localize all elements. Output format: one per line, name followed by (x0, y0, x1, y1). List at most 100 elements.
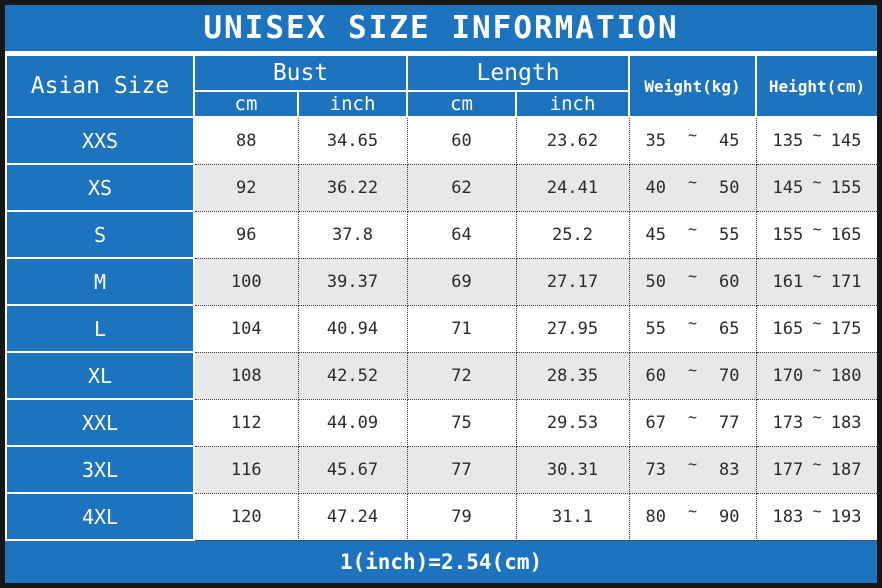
tilde-separator: ~ (812, 407, 822, 426)
table-row: S 96 37.8 64 25.2 45 ~ 55 155 ~ 165 (5, 210, 877, 259)
table-row: XS 92 36.22 62 24.41 40 ~ 50 145 ~ 155 (5, 163, 877, 212)
range-max: 193 (830, 506, 862, 527)
header-length-inch: inch (515, 90, 631, 118)
range-min: 170 (772, 365, 804, 386)
range-max: 83 (719, 459, 740, 480)
table-row: L 104 40.94 71 27.95 55 ~ 65 165 ~ 175 (5, 304, 877, 353)
table-row: 3XL 116 45.67 77 30.31 73 ~ 83 177 ~ 187 (5, 445, 877, 494)
range-max: 77 (719, 412, 740, 433)
length-cm-cell: 64 (406, 210, 517, 259)
size-label-cell: XXS (5, 116, 195, 165)
length-inch-cell: 25.2 (515, 210, 630, 259)
size-label-cell: XS (5, 163, 195, 212)
header-height: Height(cm) (755, 54, 877, 118)
weight-range: 67 ~ 77 (630, 408, 756, 433)
weight-range: 40 ~ 50 (630, 173, 756, 198)
chart-title: UNISEX SIZE INFORMATION (5, 5, 877, 54)
header-bust-cm: cm (193, 90, 299, 118)
tilde-separator: ~ (688, 501, 698, 520)
height-range: 135 ~ 145 (757, 126, 877, 151)
weight-range-cell: 35 ~ 45 (628, 116, 757, 165)
tilde-separator: ~ (688, 125, 698, 144)
header-bust-inch: inch (296, 90, 409, 118)
weight-range: 80 ~ 90 (630, 502, 756, 527)
range-min: 67 (645, 412, 666, 433)
range-min: 155 (772, 224, 804, 245)
range-max: 65 (719, 318, 740, 339)
range-max: 175 (830, 318, 862, 339)
size-label-cell: XXL (5, 398, 195, 447)
weight-range: 55 ~ 65 (630, 314, 756, 339)
height-range-cell: 161 ~ 171 (755, 257, 877, 306)
length-inch-cell: 30.31 (515, 445, 630, 494)
length-inch-cell: 27.17 (515, 257, 630, 306)
height-range: 155 ~ 165 (757, 220, 877, 245)
header-length: Length (406, 54, 631, 92)
tilde-separator: ~ (688, 219, 698, 238)
weight-range: 73 ~ 83 (630, 455, 756, 480)
length-inch-cell: 23.62 (515, 116, 630, 165)
bust-inch-cell: 45.67 (297, 445, 408, 494)
tilde-separator: ~ (688, 360, 698, 379)
range-max: 187 (830, 459, 862, 480)
tilde-separator: ~ (688, 313, 698, 332)
tilde-separator: ~ (812, 219, 822, 238)
bust-cm-cell: 88 (193, 116, 299, 165)
weight-range-cell: 73 ~ 83 (628, 445, 757, 494)
height-range-cell: 177 ~ 187 (755, 445, 877, 494)
bust-cm-cell: 100 (193, 257, 299, 306)
tilde-separator: ~ (812, 454, 822, 473)
length-inch-cell: 29.53 (515, 398, 630, 447)
range-min: 135 (772, 130, 804, 151)
weight-range-cell: 55 ~ 65 (628, 304, 757, 353)
table-row: M 100 39.37 69 27.17 50 ~ 60 161 ~ 171 (5, 257, 877, 306)
tilde-separator: ~ (812, 266, 822, 285)
header-row-units: cm inch cm inch (6, 90, 877, 118)
table-row: XXS 88 34.65 60 23.62 35 ~ 45 135 ~ 145 (5, 116, 877, 165)
height-range: 145 ~ 155 (757, 173, 877, 198)
range-min: 80 (645, 506, 666, 527)
tilde-separator: ~ (812, 313, 822, 332)
weight-range-cell: 40 ~ 50 (628, 163, 757, 212)
range-max: 70 (719, 365, 740, 386)
weight-range-cell: 45 ~ 55 (628, 210, 757, 259)
height-range: 177 ~ 187 (757, 455, 877, 480)
header-length-cm: cm (406, 90, 518, 118)
bust-inch-cell: 44.09 (297, 398, 408, 447)
table-row: XXL 112 44.09 75 29.53 67 ~ 77 173 ~ 183 (5, 398, 877, 447)
bust-inch-cell: 36.22 (297, 163, 408, 212)
size-label-cell: XL (5, 351, 195, 400)
bust-inch-cell: 47.24 (297, 492, 408, 541)
bust-inch-cell: 37.8 (297, 210, 408, 259)
length-cm-cell: 75 (406, 398, 517, 447)
header-bust: Bust (192, 54, 409, 92)
range-max: 165 (830, 224, 862, 245)
range-max: 90 (719, 506, 740, 527)
table-body: XXS 88 34.65 60 23.62 35 ~ 45 135 ~ 145 (5, 116, 877, 541)
range-min: 161 (772, 271, 804, 292)
length-inch-cell: 31.1 (515, 492, 630, 541)
size-label-cell: S (5, 210, 195, 259)
range-max: 50 (719, 177, 740, 198)
table-row: 4XL 120 47.24 79 31.1 80 ~ 90 183 ~ 193 (5, 492, 877, 541)
tilde-separator: ~ (688, 172, 698, 191)
range-max: 60 (719, 271, 740, 292)
size-label-cell: M (5, 257, 195, 306)
range-min: 173 (772, 412, 804, 433)
length-cm-cell: 79 (406, 492, 517, 541)
range-max: 183 (830, 412, 862, 433)
range-max: 171 (830, 271, 862, 292)
bust-cm-cell: 116 (193, 445, 299, 494)
bust-inch-cell: 40.94 (297, 304, 408, 353)
bust-inch-cell: 34.65 (297, 116, 408, 165)
height-range-cell: 135 ~ 145 (755, 116, 877, 165)
length-inch-cell: 24.41 (515, 163, 630, 212)
height-range: 165 ~ 175 (757, 314, 877, 339)
bust-cm-cell: 120 (193, 492, 299, 541)
length-cm-cell: 60 (406, 116, 517, 165)
height-range-cell: 155 ~ 165 (755, 210, 877, 259)
range-min: 35 (645, 130, 666, 151)
table-header: Asian Size Bust Length Weight(kg) Height… (5, 54, 877, 118)
range-max: 155 (830, 177, 862, 198)
